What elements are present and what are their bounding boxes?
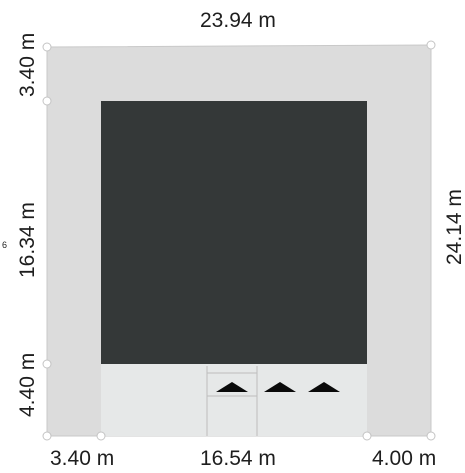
vertex-marker xyxy=(42,96,52,106)
dimension-right: 24.14 m xyxy=(443,189,465,265)
vertex-marker xyxy=(42,431,52,441)
dimension-bottom-right: 4.00 m xyxy=(372,447,437,470)
vertex-marker xyxy=(42,42,52,52)
vertex-markers xyxy=(42,40,436,441)
dimension-bottom-middle: 16.54 m xyxy=(200,447,276,470)
dimension-left-top: 3.40 m xyxy=(16,32,39,97)
entrance-arrow-icon xyxy=(264,382,296,392)
entrance-arrows xyxy=(216,382,340,392)
entrance-area xyxy=(101,364,367,436)
dimension-left-bottom: 4.40 m xyxy=(16,352,39,417)
entrance-arrow-icon xyxy=(216,382,248,392)
dimension-top: 23.94 m xyxy=(200,9,276,32)
dimension-marker-fragment: 6 xyxy=(2,240,8,250)
vertex-marker xyxy=(42,359,52,369)
dimension-bottom-left: 3.40 m xyxy=(50,447,115,470)
parking-bays xyxy=(206,366,258,436)
vertex-marker xyxy=(96,431,106,441)
building-footprint xyxy=(101,101,367,364)
dimension-left-middle: 16.34 m xyxy=(16,202,39,278)
vertex-marker xyxy=(362,431,372,441)
vertex-marker xyxy=(426,40,436,50)
entrance-arrow-icon xyxy=(308,382,340,392)
vertex-marker xyxy=(426,431,436,441)
